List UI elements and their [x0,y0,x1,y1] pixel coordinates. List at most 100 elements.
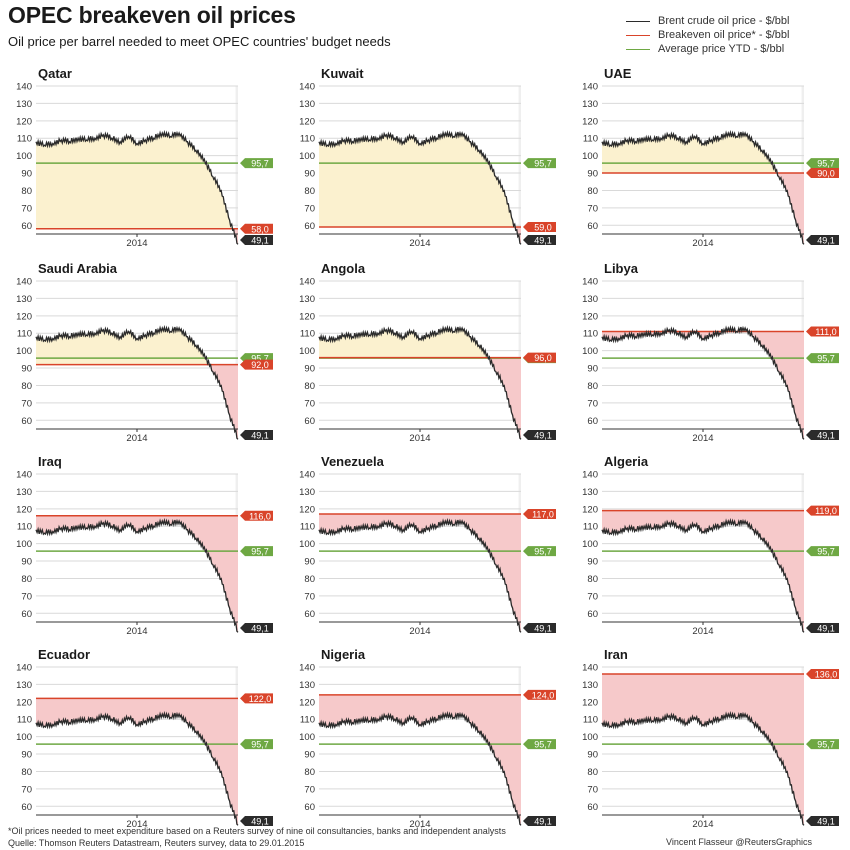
y-tick-label: 140 [16,470,32,481]
average-tag-bg [523,158,556,169]
y-tick-label: 120 [299,311,315,322]
y-tick-label: 130 [299,487,315,498]
y-tick-label: 60 [21,416,32,427]
breakeven-tag: 92,0 [240,359,273,370]
current-price-tag-text: 49,1 [817,236,835,246]
x-tick-label: 2014 [692,238,713,247]
panel-title: Qatar [38,66,72,81]
y-tick-label: 130 [16,680,32,691]
y-tick-label: 120 [582,697,598,708]
current-price-tag: 49,1 [523,623,556,634]
panel-angola: 140130120110100908070602014Angola95,796,… [299,261,556,442]
brent-line [601,517,805,633]
surplus-area [36,131,233,229]
y-tick-label: 60 [587,802,598,813]
panel-title: Nigeria [321,647,366,662]
ytd-band [801,86,804,234]
current-price-tag: 49,1 [523,430,556,441]
current-price-tag: 49,1 [806,430,839,441]
panel-kuwait: 140 130 120 110 100 90 80 70 60 2014 Kuwait 95,7 59,… [299,66,556,247]
breakeven-tag-text: 92,0 [251,360,269,370]
panel-saudi-arabia: 140 130 120 110 100 90 80 70 60 2014 Saudi Arabia 9… [16,261,273,442]
y-tick-label: 120 [582,504,598,515]
panel-title: Iraq [38,454,62,469]
breakeven-tag-text: 136,0 [815,669,838,679]
average-tag-text: 95,7 [534,547,552,557]
y-tick-label: 90 [304,364,315,375]
legend-swatch-breakeven [626,34,650,36]
current-price-tag: 49,1 [806,816,839,827]
current-price-tag: 49,1 [240,235,273,246]
deficit-area [319,514,521,633]
panel-qatar: 140 130 120 110 100 90 80 70 60 2014 Qatar 95,7 58,0… [16,66,273,247]
breakeven-tag-text: 111,0 [815,327,836,337]
credit: Vincent Flasseur @ReutersGraphics [666,837,813,847]
panel-title: Saudi Arabia [38,261,118,276]
y-tick-label: 70 [304,591,315,602]
y-tick-label: 140 [582,82,598,93]
panel-title: Ecuador [38,647,90,662]
y-tick-label: 70 [21,784,32,795]
legend-item-average: Average price YTD - $/bbl [626,42,789,56]
legend-swatch-average [626,48,650,50]
current-price-tag-text: 49,1 [534,624,552,634]
current-price-tag: 49,1 [523,235,556,246]
current-price-tag-bg [240,623,273,633]
y-tick-label: 140 [16,663,32,674]
y-tick-label: 70 [587,784,598,795]
footnote-line1: *Oil prices needed to meet expenditure b… [8,826,506,836]
average-tag-bg [806,353,839,364]
breakeven-tag-text: 116,0 [249,511,271,521]
brent-line [318,710,522,826]
y-tick-label: 60 [587,609,598,620]
breakeven-tag-text: 58,0 [251,224,269,234]
y-tick-label: 140 [299,82,315,93]
y-tick-label: 100 [299,346,315,357]
breakeven-tag-text: 119,0 [815,506,837,516]
breakeven-tag-bg [240,359,273,370]
y-tick-label: 120 [299,504,315,515]
x-tick-label: 2014 [409,819,430,828]
y-tick-label: 80 [21,767,32,778]
breakeven-tag: 136,0 [806,668,839,679]
legend: Brent crude oil price - $/bbl Breakeven … [626,14,789,56]
y-tick-label: 80 [21,381,32,392]
current-price-tag-bg [523,430,556,440]
y-tick-label: 70 [21,203,32,214]
current-price-tag-bg [523,623,556,633]
deficit-area [36,515,238,633]
breakeven-tag: 124,0 [523,689,556,700]
average-tag-text: 95,7 [251,159,269,169]
current-price-tag-text: 49,1 [251,236,269,246]
breakeven-tag-bg [523,509,556,520]
breakeven-tag-bg [240,510,273,521]
y-tick-label: 120 [299,116,315,127]
breakeven-tag: 96,0 [523,352,556,363]
breakeven-tag-bg [806,668,839,679]
y-tick-label: 130 [582,99,598,110]
deficit-area [488,357,521,440]
current-price-tag: 49,1 [523,816,556,827]
breakeven-tag-text: 59,0 [534,223,552,233]
current-price-tag-bg [806,623,839,633]
average-tag-text: 95,7 [817,354,835,364]
y-tick-label: 90 [304,169,315,180]
y-tick-label: 100 [582,539,598,550]
y-tick-label: 70 [304,203,315,214]
y-tick-label: 130 [299,680,315,691]
current-price-tag-text: 49,1 [251,817,269,827]
deficit-area [209,364,238,440]
average-tag-bg [240,158,273,169]
y-tick-label: 80 [587,767,598,778]
y-tick-label: 130 [16,487,32,498]
breakeven-tag: 116,0 [240,510,273,521]
y-tick-label: 90 [587,364,598,375]
deficit-area [602,510,804,633]
legend-swatch-brent [626,20,650,22]
breakeven-tag: 59,0 [523,222,556,233]
y-tick-label: 100 [299,151,315,162]
y-tick-label: 110 [300,522,315,533]
current-price-tag-bg [806,235,839,245]
legend-label-breakeven: Breakeven oil price* - $/bbl [658,29,790,41]
breakeven-tag-text: 90,0 [817,169,835,179]
